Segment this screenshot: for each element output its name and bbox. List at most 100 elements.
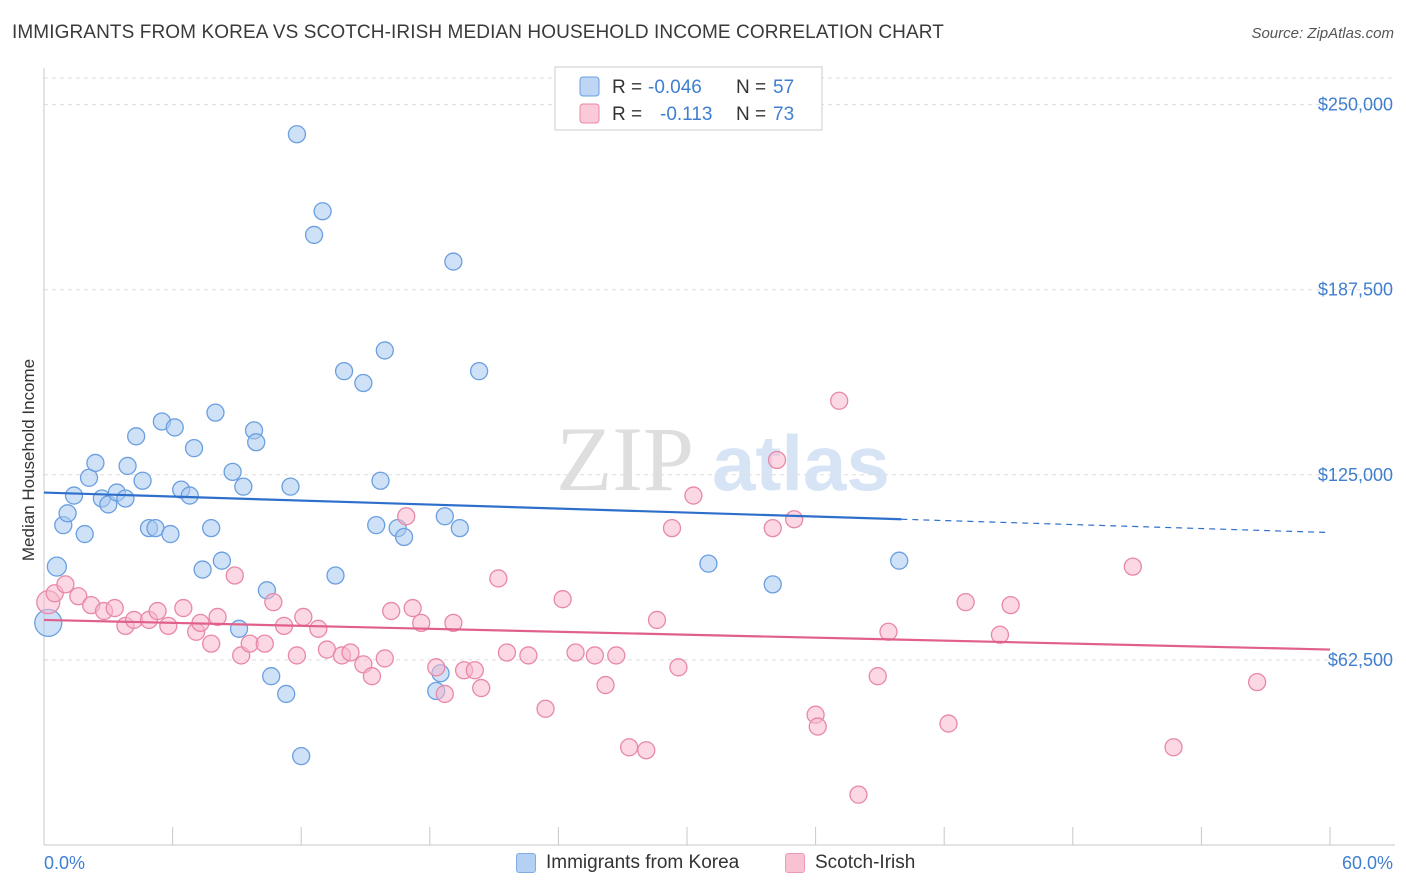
point-scotch-irish xyxy=(412,613,431,633)
point-korea xyxy=(763,575,782,594)
trend-lines xyxy=(43,491,1331,651)
y-tick-label: $187,500 xyxy=(1318,280,1393,300)
point-scotch-irish xyxy=(607,646,626,665)
point-scotch-irish xyxy=(1123,557,1142,576)
point-scotch-irish xyxy=(69,587,88,606)
point-scotch-irish xyxy=(868,667,887,686)
point-korea xyxy=(206,403,225,422)
point-korea xyxy=(371,471,390,490)
point-scotch-irish xyxy=(637,741,656,760)
point-korea xyxy=(229,619,249,638)
point-korea xyxy=(450,518,469,538)
legend-label-korea: Immigrants from Korea xyxy=(546,852,740,873)
y-tick-label: $125,000 xyxy=(1318,465,1393,485)
point-scotch-irish xyxy=(294,607,313,627)
point-korea xyxy=(435,507,454,526)
point-scotch-irish xyxy=(362,667,382,686)
point-scotch-irish xyxy=(879,622,898,641)
trend-line-korea-extension xyxy=(901,518,1331,534)
point-scotch-irish xyxy=(662,518,682,538)
point-korea xyxy=(58,504,77,523)
point-scotch-irish xyxy=(519,646,538,665)
legend-label-scotch-irish: Scotch-Irish xyxy=(815,852,916,873)
point-scotch-irish xyxy=(225,566,244,585)
point-korea xyxy=(193,560,212,579)
point-korea xyxy=(281,477,300,496)
legend-r-label-scotch-irish: R = xyxy=(612,104,642,125)
point-korea xyxy=(64,486,84,505)
legend-swatch-scotch-irish-bottom xyxy=(785,853,805,873)
legend-n-label-scotch-irish: N = xyxy=(736,104,766,125)
y-tick-labels: $62,500 $125,000 $187,500 $250,000 xyxy=(1318,95,1393,670)
point-scotch-irish xyxy=(1001,595,1020,615)
legend-item-scotch-irish: Scotch-Irish xyxy=(785,852,915,874)
legend-swatch-scotch-irish xyxy=(579,103,600,124)
point-korea xyxy=(287,125,307,144)
point-korea xyxy=(180,486,199,505)
point-korea xyxy=(469,362,489,381)
point-korea xyxy=(262,667,281,686)
point-scotch-irish xyxy=(939,714,958,733)
point-korea xyxy=(394,527,414,547)
watermark-zip: ZIP xyxy=(556,408,694,510)
point-korea xyxy=(133,471,152,490)
y-axis-label: Median Household Income xyxy=(19,359,38,561)
point-scotch-irish xyxy=(105,598,124,618)
point-scotch-irish xyxy=(808,717,827,736)
legend-n-value-scotch-irish: 73 xyxy=(773,104,794,125)
point-korea xyxy=(118,456,137,476)
source-label: Source: ZipAtlas.com xyxy=(1251,25,1394,42)
point-scotch-irish xyxy=(264,593,283,612)
legend-n-label-korea: N = xyxy=(736,77,766,98)
chart-title: IMMIGRANTS FROM KOREA VS SCOTCH-IRISH ME… xyxy=(12,22,944,43)
point-scotch-irish xyxy=(849,785,868,804)
grid-lines xyxy=(44,77,1395,661)
point-korea xyxy=(184,439,204,458)
point-scotch-irish xyxy=(1164,738,1183,757)
x-tick-labels: 0.0% 60.0% xyxy=(44,853,1393,873)
watermark-atlas: atlas xyxy=(712,419,890,507)
point-korea xyxy=(165,418,184,437)
point-korea xyxy=(212,551,232,570)
x-tick-label-min: 0.0% xyxy=(44,853,85,873)
point-scotch-irish xyxy=(684,486,703,505)
point-korea xyxy=(334,362,354,381)
point-scotch-irish xyxy=(427,658,446,677)
point-scotch-irish xyxy=(174,598,193,618)
correlation-legend: R = -0.046 N = 57 R = -0.113 N = 73 xyxy=(554,66,823,131)
point-korea xyxy=(202,518,221,538)
point-scotch-irish xyxy=(435,684,454,704)
trend-line-scotch-irish xyxy=(43,618,1331,651)
point-korea xyxy=(699,554,718,573)
y-tick-label: $250,000 xyxy=(1318,95,1393,115)
point-korea xyxy=(247,433,266,452)
point-scotch-irish xyxy=(619,738,639,757)
point-korea xyxy=(326,566,345,585)
legend-r-value-korea: -0.046 xyxy=(648,77,702,98)
point-scotch-irish xyxy=(382,601,401,621)
trend-line-korea xyxy=(43,491,902,521)
point-scotch-irish xyxy=(647,610,667,630)
point-scotch-irish xyxy=(497,643,517,662)
point-scotch-irish xyxy=(596,675,615,695)
legend-r-value-scotch-irish: -0.113 xyxy=(660,104,712,125)
point-korea xyxy=(116,489,135,508)
point-scotch-irish xyxy=(255,634,274,653)
point-scotch-irish xyxy=(566,643,585,662)
legend-swatch-korea-bottom xyxy=(516,853,536,873)
point-korea xyxy=(46,556,68,577)
series-korea-points xyxy=(34,125,909,766)
point-scotch-irish xyxy=(536,699,555,718)
point-scotch-irish xyxy=(208,607,227,627)
point-korea xyxy=(292,747,311,766)
point-korea xyxy=(304,225,324,245)
point-scotch-irish xyxy=(956,593,975,612)
point-korea xyxy=(75,524,94,544)
point-scotch-irish xyxy=(1247,672,1267,692)
point-scotch-irish xyxy=(553,590,572,609)
point-korea xyxy=(375,341,394,360)
point-scotch-irish xyxy=(785,510,804,529)
point-scotch-irish xyxy=(767,450,787,470)
point-scotch-irish xyxy=(341,643,360,662)
